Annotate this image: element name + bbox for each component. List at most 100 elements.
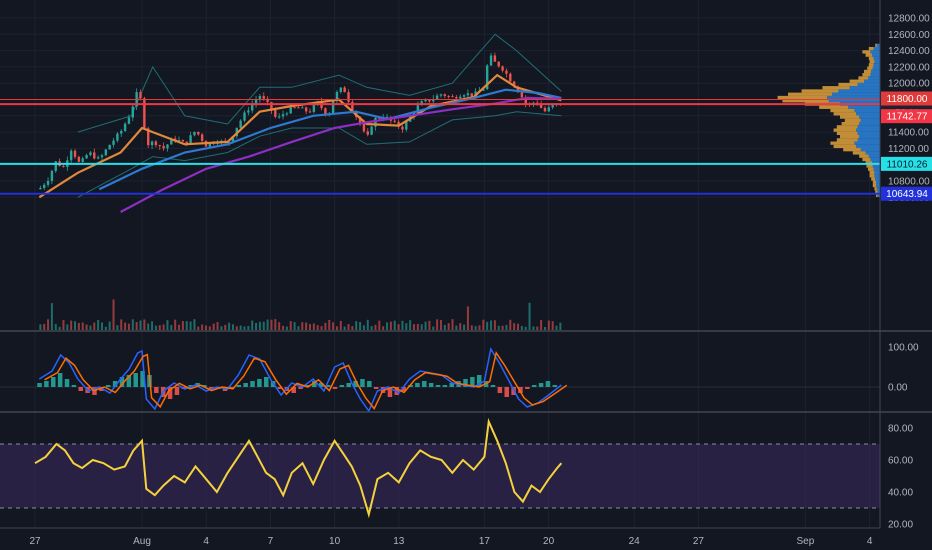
price-axis-tick-label: 11400.00 xyxy=(888,128,929,139)
time-axis[interactable]: 27 Aug 4 7 10 13 17 20 24 27 Sep 4 xyxy=(29,536,872,547)
candle-body xyxy=(520,92,524,98)
volume-bar xyxy=(247,325,250,330)
volume-profile-bar-down xyxy=(830,108,855,113)
volume-bar xyxy=(455,325,458,330)
candle-body xyxy=(150,141,154,146)
pane-separators[interactable] xyxy=(0,0,932,529)
volume-profile-bar-down xyxy=(840,115,860,119)
macd-histogram-bar xyxy=(422,381,427,387)
volume-bar xyxy=(389,321,392,330)
candle-body xyxy=(258,96,262,100)
volume-profile-bar-up xyxy=(873,46,880,51)
date-tick-label: 7 xyxy=(268,536,274,547)
volume-bar xyxy=(355,321,358,330)
candle-body xyxy=(451,96,454,98)
volume-bar xyxy=(262,321,265,330)
volume-profile-bar-up xyxy=(874,60,880,64)
volume-bar xyxy=(77,322,80,330)
macd-histogram-bar xyxy=(250,381,255,387)
volume-bar xyxy=(524,326,527,330)
candle-body xyxy=(358,116,362,124)
macd-histogram-bar xyxy=(188,385,193,387)
volume-bar xyxy=(416,323,419,330)
volume-profile-bar-up xyxy=(854,141,880,145)
volume-bar xyxy=(166,320,169,330)
volume-profile-bar-down xyxy=(872,183,876,188)
macd-histogram-bar xyxy=(442,385,448,387)
candle-body xyxy=(289,107,292,114)
volume-profile-bar-down xyxy=(843,148,861,152)
candle-body xyxy=(270,102,273,110)
level-badge-10643-bg xyxy=(881,186,932,201)
macd-histogram-bar xyxy=(71,385,77,387)
macd-histogram-bar xyxy=(291,387,296,393)
volume-bar xyxy=(359,321,362,330)
volume-bar xyxy=(412,324,415,330)
volume-profile-bar-up xyxy=(857,138,880,142)
level-badge-10643: 10643.94 xyxy=(886,189,928,200)
macd-signal-line xyxy=(44,350,568,411)
volume-profile-bar-up xyxy=(859,121,880,126)
volume-bar xyxy=(170,325,173,330)
volume-bar xyxy=(405,323,408,330)
macd-histogram-bar xyxy=(373,387,379,389)
macd-histogram-bar xyxy=(531,385,537,387)
candle-body xyxy=(378,117,381,119)
candle-body xyxy=(543,107,547,112)
macd-histogram-bar xyxy=(202,385,207,387)
candle-body xyxy=(351,101,354,112)
volume-bar xyxy=(470,325,473,330)
horizontal-levels[interactable] xyxy=(0,99,880,195)
volume-bar xyxy=(401,320,404,330)
volume-profile-bar-up xyxy=(857,125,880,129)
volume-bar xyxy=(178,324,181,330)
volume-bar xyxy=(162,324,165,330)
candle-body xyxy=(181,140,185,142)
volume-bar xyxy=(540,319,543,330)
macd-histogram-bar xyxy=(367,381,372,387)
volume-profile-bar-up xyxy=(856,112,880,116)
candle-body xyxy=(435,95,439,99)
candle-body xyxy=(482,89,485,91)
volume-bar xyxy=(486,321,489,330)
volume-bar xyxy=(439,319,442,330)
volume-profile-bar-down xyxy=(822,86,850,90)
candle-body xyxy=(455,96,458,99)
volume-bar xyxy=(74,321,77,330)
volume-bar xyxy=(47,319,50,330)
volume-bar xyxy=(116,325,119,330)
volume-bar xyxy=(258,321,261,330)
macd-histogram-bar xyxy=(415,383,420,387)
volume-bars xyxy=(39,299,562,330)
volume-profile-bar-down xyxy=(833,112,856,116)
level-badge-11742: 11742.77 xyxy=(887,112,928,123)
volume-profile-bar-down xyxy=(844,118,861,122)
candle-body xyxy=(177,140,181,142)
volume-profile-bar-up xyxy=(876,187,880,191)
volume-profile-bar-down xyxy=(801,89,839,93)
volume-profile-bar-down xyxy=(875,43,877,48)
candle-body xyxy=(120,130,123,134)
volume-bar xyxy=(466,306,469,330)
volume-profile-bar-up xyxy=(874,174,880,178)
volume-profile-bar-up xyxy=(873,63,880,67)
volume-bar xyxy=(424,321,427,330)
macd-histogram-bar xyxy=(312,381,317,387)
volume-bar xyxy=(493,320,496,330)
macd-histogram-bar xyxy=(353,381,358,387)
macd-histogram-bar xyxy=(428,383,434,387)
volume-profile-bar-down xyxy=(865,161,872,165)
candle-body xyxy=(254,99,258,104)
date-tick-label: 4 xyxy=(867,536,873,547)
rsi-axis-tick-label: 20.00 xyxy=(888,520,913,531)
volume-profile-bar-up xyxy=(856,128,880,132)
volume-profile-bar-up xyxy=(876,180,880,184)
volume-profile-bar-down xyxy=(836,131,858,136)
volume-profile-bar-down xyxy=(871,177,876,181)
volume-bar xyxy=(231,324,234,330)
volume-profile-bar-down xyxy=(777,95,828,100)
candle-body xyxy=(69,150,73,161)
volume-bar xyxy=(478,325,481,330)
date-tick-label: 20 xyxy=(543,536,555,547)
